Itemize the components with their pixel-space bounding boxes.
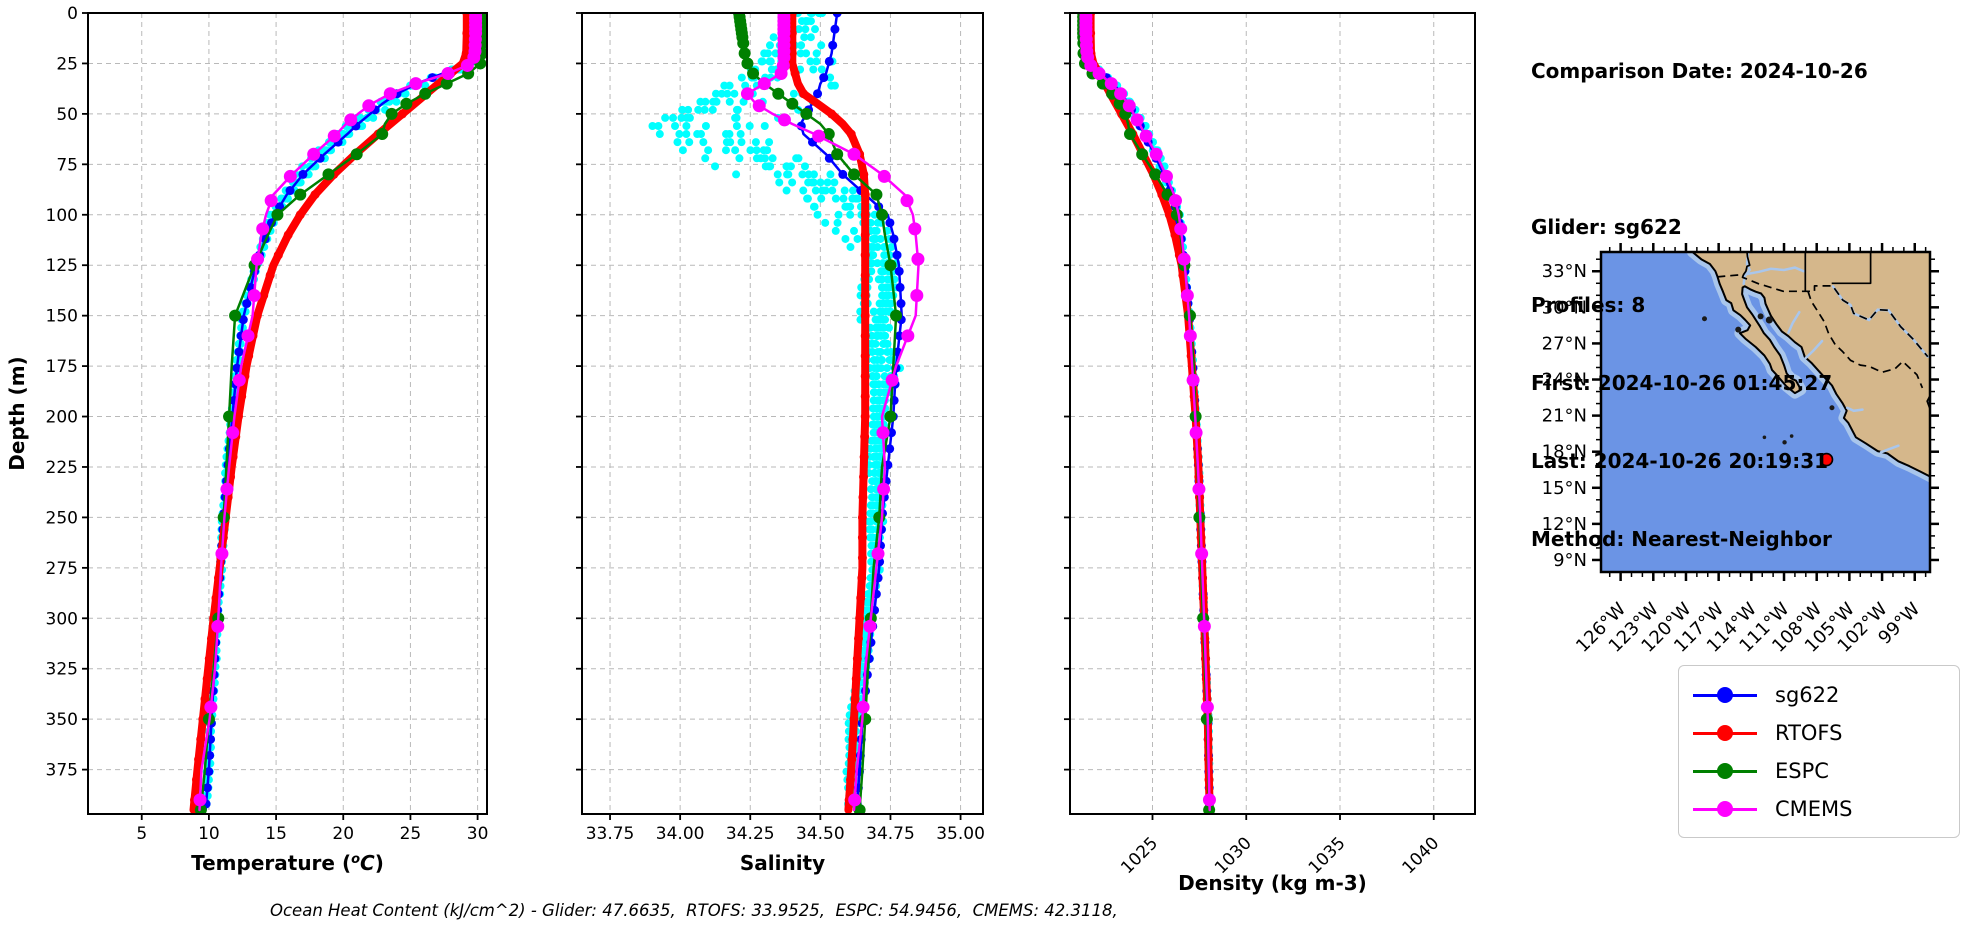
map-border-dashed (1807, 291, 1924, 389)
legend-label: CMEMS (1775, 797, 1853, 821)
map-island (1701, 316, 1707, 322)
depth-tick-label: 175 (46, 357, 78, 377)
map-lat-label: 15°N (1542, 478, 1587, 499)
series-line-espc (737, 13, 898, 812)
map-lat-label: 21°N (1542, 406, 1587, 427)
legend-label: sg622 (1775, 683, 1840, 707)
x-tick-label: 1025 (1117, 833, 1162, 878)
temperature-panel: 5 10 15 20 25 3002550751001251501752002252502… (5, 4, 489, 875)
depth-tick-label: 200 (46, 408, 78, 428)
map-river (1879, 444, 1900, 454)
glider-location-marker (1819, 452, 1834, 467)
depth-tick-label: 300 (46, 609, 78, 629)
map-lat-label: 18°N (1542, 442, 1587, 463)
density-axes-frame (1069, 12, 1476, 815)
legend-item-sg622[interactable]: sg622 (1693, 676, 1959, 714)
x-tick-label: 20 (332, 824, 354, 844)
density-axis-label: Density (kg m-3) (1178, 871, 1367, 895)
temperature-plot-area (189, 13, 487, 814)
legend-line-dot-icon (1693, 725, 1757, 741)
info-gap (1531, 136, 1868, 162)
x-tick-label: 33.75 (586, 824, 635, 844)
x-tick-label: 34.50 (796, 824, 845, 844)
map-lat-label: 9°N (1553, 550, 1587, 571)
method-text: Method: Nearest-Neighbor (1531, 527, 1832, 551)
temperature-axes-frame (87, 12, 488, 815)
x-tick-label: 34.00 (656, 824, 705, 844)
depth-tick-label: 150 (46, 307, 78, 327)
map-island (1735, 326, 1742, 333)
x-tick-label: 30 (467, 824, 489, 844)
depth-tick-label: 325 (46, 660, 78, 680)
salinity-axis-label: Salinity (740, 851, 825, 875)
map-border-solid (1742, 252, 1751, 276)
salinity-axes-frame (581, 12, 984, 815)
legend-label: RTOFS (1775, 721, 1843, 745)
map-lat-label: 27°N (1542, 333, 1587, 354)
map-island (1762, 435, 1767, 440)
last-time-text: Last: 2024-10-26 20:19:31 (1531, 449, 1829, 473)
legend-line-dot-icon (1693, 763, 1757, 779)
depth-tick-label: 75 (56, 155, 78, 175)
depth-tick-label: 275 (46, 559, 78, 579)
salinity-panel: 33.75 34.00 34.25 34.50 34.75 35.00 Salinity (576, 12, 985, 875)
map-frame (1599, 250, 1932, 574)
map-border-dashed (1717, 273, 1929, 358)
legend: sg622 RTOFS ESPC CMEMS (1678, 665, 1960, 838)
x-tick-label: 35.00 (936, 824, 985, 844)
x-tick-label: 25 (400, 824, 422, 844)
map-river (1744, 266, 1805, 276)
info-panel: Comparison Date: 2024-10-26 Glider: sg62… (1531, 6, 1868, 604)
map-border-solid (1831, 252, 1872, 285)
map-island (1782, 440, 1787, 445)
depth-tick-label: 375 (46, 761, 78, 781)
density-plot-area (1077, 13, 1216, 814)
depth-tick-label: 100 (46, 206, 78, 226)
legend-line-dot-icon (1693, 801, 1757, 817)
map-lat-label: 24°N (1542, 370, 1587, 391)
legend-item-rtofs[interactable]: RTOFS (1693, 714, 1959, 752)
map-river (1804, 339, 1824, 360)
glider-name-text: Glider: sg622 (1531, 215, 1682, 239)
x-tick-label: 1040 (1399, 833, 1444, 878)
salinity-plot-area (648, 13, 925, 814)
series-line-rtofs (788, 13, 870, 814)
depth-tick-label: 125 (46, 256, 78, 276)
legend-label: ESPC (1775, 759, 1829, 783)
map-river (1845, 406, 1864, 413)
depth-axis-label: Depth (m) (5, 356, 29, 470)
depth-tick-label: 225 (46, 458, 78, 478)
x-tick-label: 5 (136, 824, 147, 844)
ohc-caption: Ocean Heat Content (kJ/cm^2) - Glider: 4… (270, 901, 1118, 920)
map-island (1829, 405, 1835, 411)
temperature-axis-label: Temperature (oC) (191, 851, 384, 875)
legend-item-cmems[interactable]: CMEMS (1693, 790, 1959, 828)
map-island (1765, 316, 1773, 324)
map-river (1787, 310, 1801, 334)
map-land (1691, 252, 1930, 478)
x-tick-label: 34.75 (866, 824, 915, 844)
first-time-text: First: 2024-10-26 01:45:27 (1531, 371, 1833, 395)
legend-line-dot-icon (1693, 687, 1757, 703)
depth-tick-label: 350 (46, 710, 78, 730)
legend-item-espc[interactable]: ESPC (1693, 752, 1959, 790)
map-island (1789, 434, 1794, 438)
x-tick-label: 10 (198, 824, 220, 844)
depth-tick-label: 25 (56, 54, 78, 74)
depth-tick-label: 0 (67, 4, 78, 24)
comparison-date-text: Comparison Date: 2024-10-26 (1531, 59, 1868, 83)
profiles-count-text: Profiles: 8 (1531, 293, 1646, 317)
x-tick-label: 34.25 (726, 824, 775, 844)
map-lat-label: 12°N (1542, 514, 1587, 535)
map-island (1757, 313, 1764, 320)
depth-tick-label: 250 (46, 508, 78, 528)
map-lat-label: 30°N (1542, 297, 1587, 318)
depth-tick-label: 50 (56, 105, 78, 125)
map-lat-label: 33°N (1542, 261, 1587, 282)
x-tick-label: 15 (265, 824, 287, 844)
